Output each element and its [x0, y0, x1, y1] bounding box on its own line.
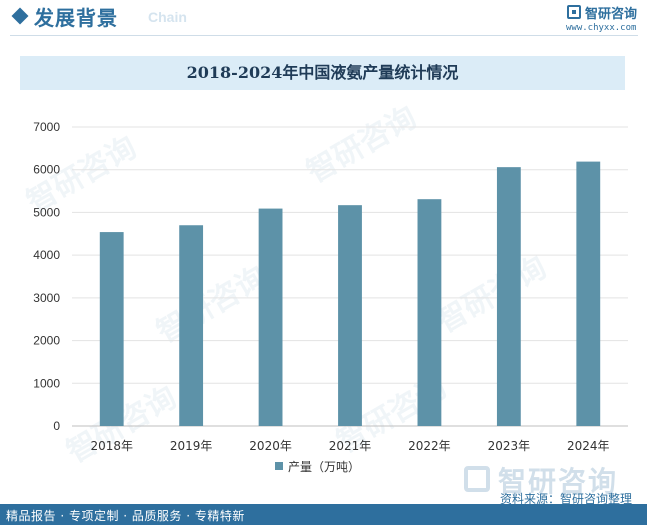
footer-bar: 精品报告 · 专项定制 · 品质服务 · 专精特新 — [0, 504, 647, 525]
brand-url: www.chyxx.com — [566, 23, 637, 33]
y-tick-label: 3000 — [33, 291, 60, 305]
bar — [576, 161, 601, 426]
source-note: 资料来源：智研咨询整理 — [500, 492, 633, 506]
brand-logo-icon — [567, 5, 581, 19]
x-tick-label: 2018年 — [90, 439, 133, 453]
watermark-brand: 智研咨询 — [498, 465, 619, 498]
chart-title-band: 2018-2024年中国液氨产量统计情况 — [20, 56, 625, 90]
bar — [179, 225, 204, 426]
x-tick-label: 2023年 — [488, 439, 531, 453]
bar-chart: 0 1000 2000 3000 4000 5000 6000 7000 2018年 2019年 2… — [33, 120, 628, 453]
y-tick-label: 7000 — [33, 120, 60, 134]
bar — [99, 232, 124, 426]
header: 发展背景 Chain 智研咨询 www.chyxx.com — [0, 0, 647, 36]
diamond-icon — [11, 7, 29, 25]
y-tick-label: 0 — [53, 419, 60, 433]
y-tick-label: 5000 — [33, 205, 60, 219]
x-tick-label: 2024年 — [567, 439, 610, 453]
y-tick-label: 2000 — [33, 334, 60, 348]
legend-swatch — [275, 462, 283, 470]
x-tick-label: 2021年 — [329, 439, 372, 453]
y-tick-label: 1000 — [33, 376, 60, 390]
legend-label: 产量（万吨） — [288, 459, 361, 474]
bar — [496, 167, 521, 426]
bar — [338, 205, 362, 426]
bar — [417, 199, 442, 426]
y-tick-label: 4000 — [33, 248, 60, 262]
chart-title: 2018-2024年中国液氨产量统计情况 — [186, 63, 459, 82]
section-title: 发展背景 — [34, 6, 118, 30]
x-tick-label: 2019年 — [170, 439, 213, 453]
chart-legend: 产量（万吨） — [275, 457, 360, 475]
bar — [258, 208, 283, 426]
header-divider — [10, 35, 638, 36]
x-tick-label: 2022年 — [408, 439, 451, 453]
section-subtitle: Chain — [148, 9, 187, 25]
footer-tagline: 精品报告 · 专项定制 · 品质服务 · 专精特新 — [6, 509, 245, 523]
y-tick-label: 6000 — [33, 163, 60, 177]
brand-name: 智研咨询 — [585, 7, 638, 22]
x-tick-label: 2020年 — [249, 439, 292, 453]
watermark-logo-icon — [464, 466, 490, 492]
